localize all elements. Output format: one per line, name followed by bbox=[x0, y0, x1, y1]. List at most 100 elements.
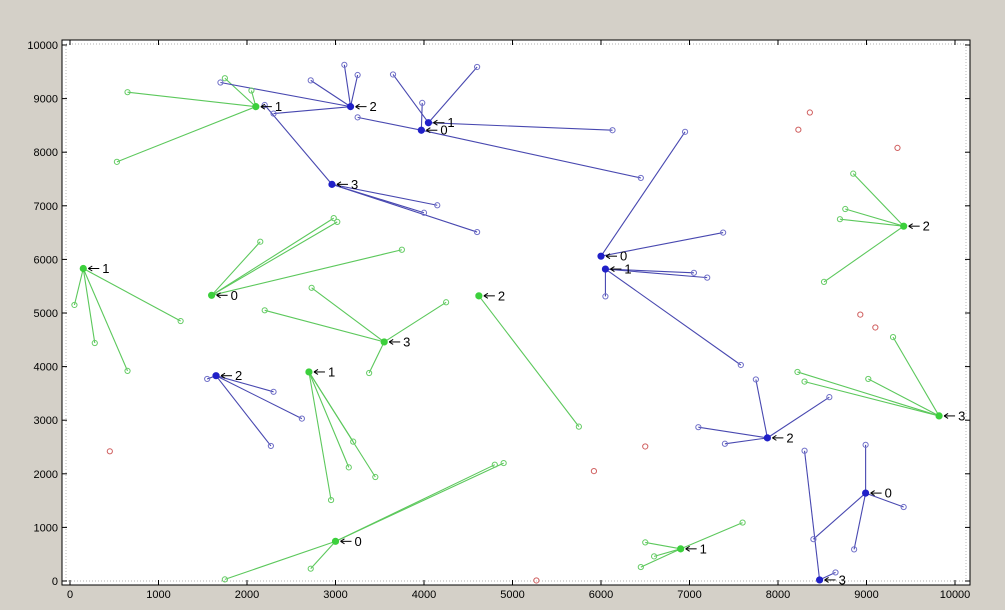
member-point bbox=[308, 284, 315, 291]
cluster-hub bbox=[208, 291, 216, 299]
label-arrowhead bbox=[685, 545, 690, 552]
cluster-label: 0 bbox=[440, 123, 447, 138]
label-arrowhead bbox=[313, 369, 319, 375]
label-arrowhead bbox=[388, 339, 394, 345]
cluster-link bbox=[343, 64, 352, 107]
cluster-hub bbox=[424, 119, 433, 127]
cluster-label: 1 bbox=[102, 261, 109, 276]
member-point bbox=[71, 301, 78, 309]
cluster-link bbox=[311, 287, 385, 343]
cluster-link bbox=[428, 66, 478, 124]
member-point bbox=[850, 170, 857, 177]
member-point bbox=[419, 99, 426, 106]
label-arrowhead bbox=[483, 292, 489, 299]
cluster-link bbox=[211, 249, 403, 296]
member-point bbox=[354, 114, 361, 121]
cluster-label: 1 bbox=[447, 115, 454, 130]
member-point bbox=[221, 576, 228, 583]
cluster-link bbox=[308, 371, 376, 478]
label-arrowhead bbox=[772, 434, 777, 441]
cluster-link bbox=[845, 208, 904, 227]
cluster-link bbox=[350, 74, 359, 107]
cluster-link bbox=[724, 437, 768, 445]
label-arrowhead bbox=[908, 223, 913, 230]
member-point bbox=[651, 553, 658, 560]
member-point bbox=[637, 563, 644, 571]
label-arrowhead bbox=[260, 103, 266, 110]
member-point bbox=[642, 539, 649, 546]
cluster-link bbox=[698, 426, 768, 439]
member-point bbox=[801, 447, 808, 454]
cluster-hub bbox=[252, 103, 260, 111]
outlier-point bbox=[590, 468, 598, 475]
outlier-point bbox=[894, 144, 901, 152]
cluster-link bbox=[331, 183, 478, 233]
y-tick-label: 10000 bbox=[27, 40, 58, 52]
y-tick-label: 7000 bbox=[34, 201, 58, 213]
member-point bbox=[720, 229, 727, 236]
outlier-point bbox=[806, 109, 813, 116]
cluster-link bbox=[383, 301, 447, 343]
label-arrowhead bbox=[336, 181, 342, 188]
member-point bbox=[865, 375, 872, 383]
cluster-hub bbox=[601, 265, 610, 273]
y-tick-label: 2000 bbox=[34, 469, 58, 481]
cluster-label: 0 bbox=[885, 486, 892, 501]
member-point bbox=[474, 63, 481, 71]
member-point bbox=[575, 423, 582, 430]
cluster-link bbox=[273, 106, 351, 115]
label-arrowhead bbox=[605, 253, 611, 260]
cluster-link bbox=[82, 268, 96, 344]
cluster-link bbox=[852, 173, 905, 227]
cluster-hub bbox=[475, 292, 483, 300]
outlier-point bbox=[872, 324, 879, 331]
cluster-link bbox=[73, 268, 84, 306]
member-point bbox=[851, 546, 858, 553]
member-point bbox=[124, 367, 131, 374]
cluster-label: 3 bbox=[839, 572, 846, 587]
y-tick-label: 0 bbox=[52, 576, 58, 588]
member-point bbox=[704, 274, 711, 281]
member-point bbox=[330, 215, 337, 222]
cluster-link bbox=[640, 548, 681, 568]
cluster-link bbox=[211, 241, 261, 296]
cluster-link bbox=[83, 268, 181, 322]
cluster-link bbox=[839, 218, 904, 227]
cluster-link bbox=[653, 548, 681, 557]
cluster-link bbox=[605, 268, 708, 279]
cluster-link bbox=[224, 77, 257, 108]
member-point bbox=[248, 87, 255, 94]
member-point bbox=[270, 110, 277, 117]
cluster-link bbox=[478, 295, 580, 427]
x-tick-label: 4000 bbox=[412, 589, 436, 601]
label-arrowhead bbox=[943, 412, 949, 419]
x-tick-label: 9000 bbox=[854, 589, 878, 601]
cluster-label: 0 bbox=[620, 249, 627, 264]
y-tick-label: 1000 bbox=[34, 522, 58, 534]
member-point bbox=[354, 71, 361, 79]
cluster-link bbox=[804, 450, 821, 580]
member-point bbox=[267, 442, 274, 450]
member-point bbox=[434, 202, 441, 209]
member-point bbox=[609, 127, 616, 134]
cluster-hub bbox=[900, 222, 908, 230]
cluster-hub bbox=[328, 180, 336, 188]
member-point bbox=[307, 77, 314, 84]
member-point bbox=[801, 378, 808, 385]
cluster-hub bbox=[862, 489, 870, 497]
cluster-link bbox=[797, 371, 940, 417]
cluster-hub bbox=[597, 252, 605, 260]
label-arrowhead bbox=[426, 127, 431, 134]
cluster-hub bbox=[935, 412, 943, 420]
cluster-link bbox=[680, 522, 743, 550]
member-point bbox=[832, 569, 839, 576]
member-point bbox=[113, 158, 121, 165]
cluster-link bbox=[421, 129, 641, 179]
cluster-link bbox=[211, 217, 335, 296]
label-arrowhead bbox=[355, 103, 360, 110]
cluster-label: 0 bbox=[355, 534, 362, 549]
member-point bbox=[372, 473, 379, 481]
member-point bbox=[389, 71, 397, 78]
member-point bbox=[204, 375, 211, 383]
